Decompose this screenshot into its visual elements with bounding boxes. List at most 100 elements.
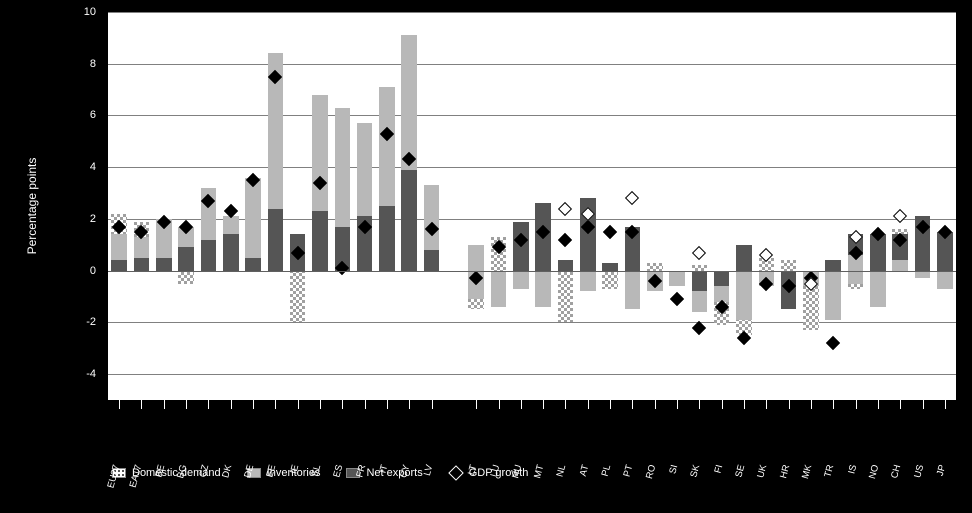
bar-checker bbox=[848, 284, 864, 289]
y-axis-title: Percentage points bbox=[25, 158, 39, 255]
bar-light bbox=[692, 291, 708, 312]
bar-light bbox=[937, 271, 953, 289]
bar-dark bbox=[223, 234, 239, 270]
bar-light bbox=[580, 271, 596, 292]
x-tick-label: MT bbox=[532, 464, 546, 480]
bar-checker bbox=[803, 286, 819, 330]
x-tick bbox=[365, 400, 366, 409]
zero-line bbox=[108, 271, 956, 272]
x-tick bbox=[298, 400, 299, 409]
bar-light bbox=[825, 271, 841, 320]
gdp-marker-alt bbox=[558, 202, 572, 216]
x-tick bbox=[387, 400, 388, 409]
bar-dark bbox=[201, 240, 217, 271]
bar-light bbox=[491, 271, 507, 307]
bar-dark bbox=[111, 260, 127, 270]
x-tick bbox=[320, 400, 321, 409]
gridline bbox=[108, 12, 956, 13]
bar-light bbox=[513, 271, 529, 289]
x-tick-label: IS bbox=[846, 464, 859, 476]
x-tick bbox=[699, 400, 700, 409]
x-tick bbox=[945, 400, 946, 409]
bar-dark bbox=[312, 211, 328, 270]
x-tick bbox=[208, 400, 209, 409]
x-tick bbox=[856, 400, 857, 409]
bar-dark bbox=[379, 206, 395, 271]
x-tick-label: NL bbox=[555, 464, 569, 479]
gdp-marker-alt bbox=[893, 209, 907, 223]
x-tick bbox=[342, 400, 343, 409]
x-tick-label: LU bbox=[488, 464, 502, 479]
x-tick bbox=[878, 400, 879, 409]
x-tick-label: UK bbox=[756, 464, 770, 480]
bar-light bbox=[870, 271, 886, 307]
plot-area bbox=[108, 12, 956, 400]
x-tick-label: NO bbox=[867, 464, 881, 481]
x-tick bbox=[655, 400, 656, 409]
y-tick-label: -2 bbox=[66, 316, 96, 328]
bar-dark bbox=[156, 258, 172, 271]
bar-light bbox=[312, 95, 328, 211]
x-tick bbox=[811, 400, 812, 409]
x-tick bbox=[275, 400, 276, 409]
bar-dark bbox=[268, 209, 284, 271]
x-tick bbox=[722, 400, 723, 409]
x-tick-label: SE bbox=[733, 464, 747, 479]
x-tick-label: PT bbox=[622, 464, 636, 479]
gridline bbox=[108, 64, 956, 65]
bar-light bbox=[134, 237, 150, 258]
x-tick bbox=[186, 400, 187, 409]
x-tick-label: SK bbox=[689, 464, 703, 479]
x-tick bbox=[231, 400, 232, 409]
gridline bbox=[108, 115, 956, 116]
y-tick-label: 2 bbox=[66, 213, 96, 225]
bar-dark bbox=[178, 247, 194, 270]
bar-dark bbox=[736, 245, 752, 271]
y-tick-label: 4 bbox=[66, 161, 96, 173]
x-tick bbox=[119, 400, 120, 409]
bar-light bbox=[424, 185, 440, 250]
bar-light bbox=[111, 234, 127, 260]
x-tick bbox=[900, 400, 901, 409]
bar-dark bbox=[245, 258, 261, 271]
bar-dark bbox=[825, 260, 841, 270]
x-tick bbox=[833, 400, 834, 409]
x-tick-label: US bbox=[912, 464, 926, 480]
bar-light bbox=[736, 271, 752, 320]
gdp-marker bbox=[603, 225, 617, 239]
x-tick-label: TR bbox=[823, 464, 837, 479]
bar-light bbox=[669, 271, 685, 287]
x-tick-label: MK bbox=[800, 464, 814, 481]
gridline bbox=[108, 322, 956, 323]
bar-light bbox=[245, 178, 261, 258]
bar-dark bbox=[602, 263, 618, 271]
x-tick-label: JP bbox=[935, 464, 948, 478]
gdp-marker bbox=[558, 233, 572, 247]
x-tick bbox=[744, 400, 745, 409]
gridline bbox=[108, 374, 956, 375]
x-tick bbox=[565, 400, 566, 409]
x-tick bbox=[789, 400, 790, 409]
bar-light bbox=[401, 35, 417, 170]
bar-dark bbox=[692, 271, 708, 292]
x-tick-label: SI bbox=[667, 464, 680, 476]
gdp-marker-alt bbox=[692, 245, 706, 259]
x-tick-label: FI bbox=[712, 464, 725, 475]
x-tick bbox=[253, 400, 254, 409]
y-tick-label: 8 bbox=[66, 58, 96, 70]
x-tick bbox=[543, 400, 544, 409]
bar-dark bbox=[558, 260, 574, 270]
x-tick-label: CH bbox=[889, 464, 903, 480]
y-tick-label: 0 bbox=[66, 265, 96, 277]
y-tick-label: 6 bbox=[66, 109, 96, 121]
gdp-marker-alt bbox=[625, 191, 639, 205]
gdp-marker bbox=[826, 336, 840, 350]
bar-light bbox=[892, 260, 908, 270]
x-tick bbox=[677, 400, 678, 409]
x-tick bbox=[766, 400, 767, 409]
x-tick bbox=[499, 400, 500, 409]
bar-dark bbox=[134, 258, 150, 271]
bar-light bbox=[379, 87, 395, 206]
bar-light bbox=[915, 271, 931, 279]
x-tick bbox=[632, 400, 633, 409]
